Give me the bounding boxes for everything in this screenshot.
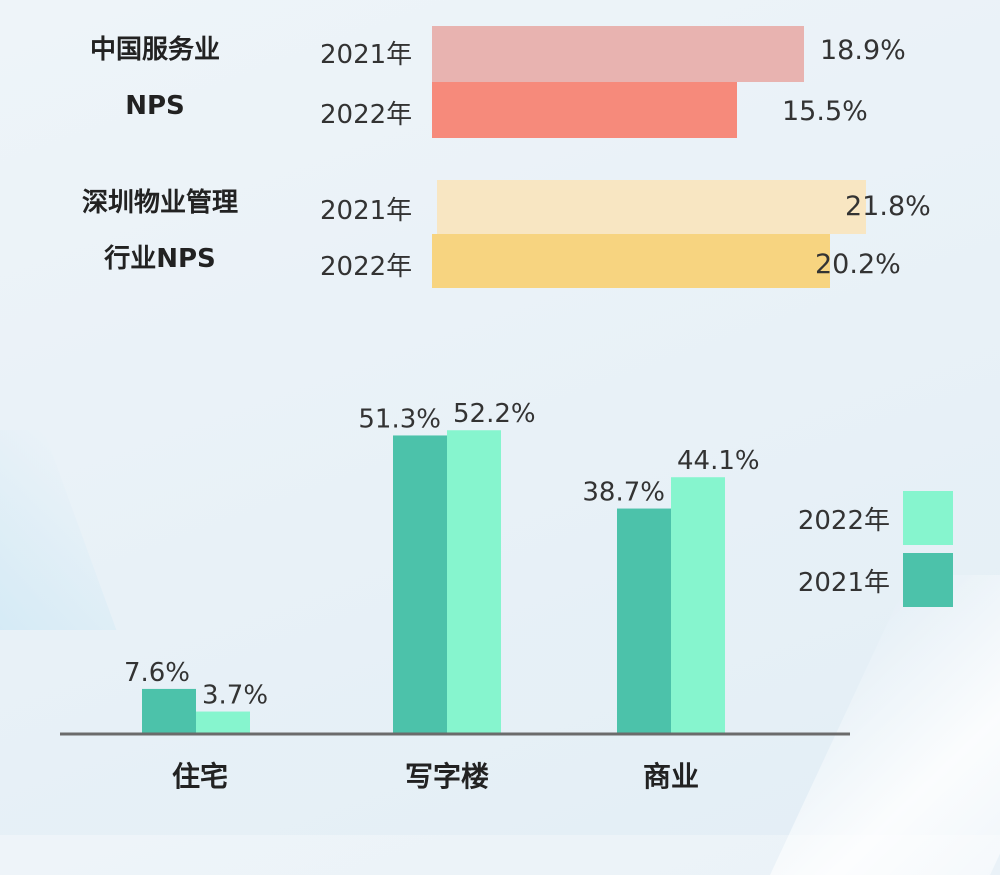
bar-value-label: 7.6% <box>124 658 190 688</box>
year-label: 2021年 <box>320 196 413 226</box>
bar-住宅-2022年 <box>196 711 250 733</box>
bar-住宅-2021年 <box>142 688 196 733</box>
value-label: 21.8% <box>845 191 931 222</box>
year-label: 2022年 <box>320 100 413 130</box>
hbar-china-2021 <box>432 26 805 82</box>
value-label: 20.2% <box>815 249 901 280</box>
value-label: 15.5% <box>782 96 868 127</box>
bar-value-label: 44.1% <box>677 446 760 476</box>
bar-value-label: 51.3% <box>358 404 441 434</box>
hbar-china-2022 <box>432 82 738 138</box>
bar-商业-2021年 <box>617 508 671 733</box>
bar-value-label: 38.7% <box>582 478 665 508</box>
category-label: 商业 <box>643 760 699 793</box>
group-label-shenzhen-property: 深圳物业管理 行业NPS <box>40 175 280 287</box>
group-label-line1: 深圳物业管理 <box>81 188 238 218</box>
bar-value-label: 3.7% <box>202 681 268 711</box>
legend-label: 2021年 <box>798 568 890 598</box>
group-label-line2: 行业NPS <box>104 244 216 274</box>
category-label: 写字楼 <box>405 760 489 793</box>
legend-swatch <box>903 491 953 545</box>
value-label: 18.9% <box>820 35 906 66</box>
category-label: 住宅 <box>172 760 228 793</box>
group-label-line2: NPS <box>125 91 185 121</box>
hbar-shenzhen-2022 <box>432 234 830 288</box>
bar-商业-2022年 <box>671 477 725 733</box>
year-label: 2022年 <box>320 252 413 282</box>
group-label-china-service: 中国服务业 NPS <box>40 22 270 134</box>
bar-value-label: 52.2% <box>453 399 536 429</box>
group-label-line1: 中国服务业 <box>89 35 220 65</box>
year-label: 2021年 <box>320 40 413 70</box>
grouped-bar-chart: 7.6% 3.7% 住宅 51.3% 52.2% 写字楼 38.7% 44.1% 商业 2022年… <box>60 399 953 793</box>
legend-swatch <box>903 553 953 607</box>
bar-写字楼-2022年 <box>447 430 501 733</box>
hbar-shenzhen-2021 <box>437 180 867 234</box>
bar-写字楼-2021年 <box>393 435 447 733</box>
legend-label: 2022年 <box>798 506 890 536</box>
